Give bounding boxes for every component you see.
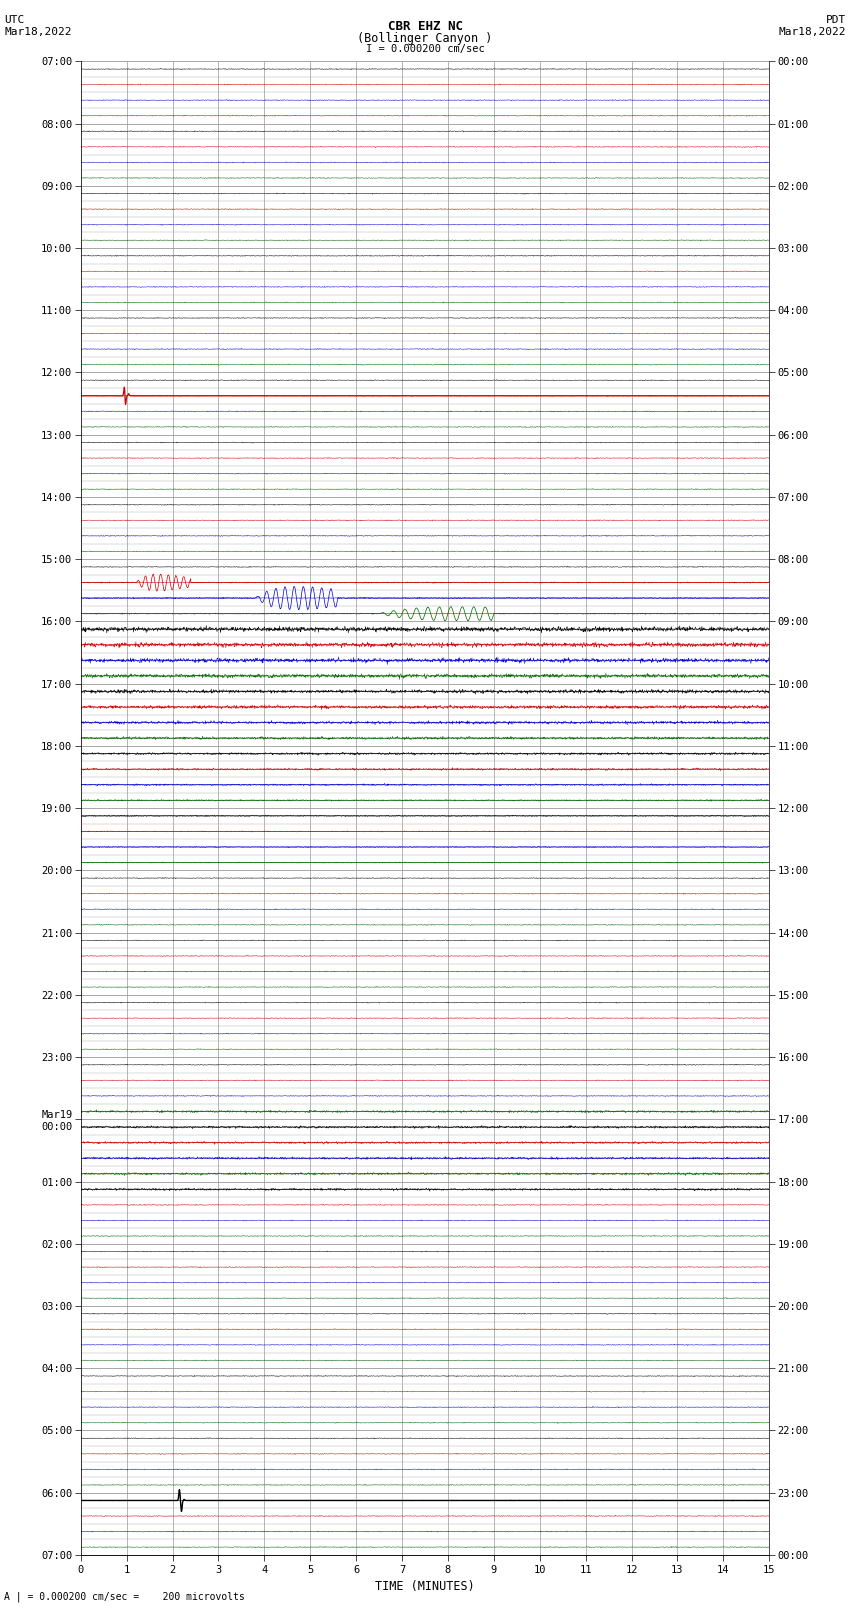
Text: CBR EHZ NC: CBR EHZ NC [388, 19, 462, 34]
Text: A | = 0.000200 cm/sec =    200 microvolts: A | = 0.000200 cm/sec = 200 microvolts [4, 1590, 245, 1602]
Text: UTC: UTC [4, 15, 25, 24]
Text: Mar18,2022: Mar18,2022 [4, 27, 71, 37]
Text: Mar18,2022: Mar18,2022 [779, 27, 846, 37]
Text: I = 0.000200 cm/sec: I = 0.000200 cm/sec [366, 44, 484, 55]
Text: PDT: PDT [825, 15, 846, 24]
X-axis label: TIME (MINUTES): TIME (MINUTES) [375, 1579, 475, 1592]
Text: (Bollinger Canyon ): (Bollinger Canyon ) [357, 32, 493, 45]
